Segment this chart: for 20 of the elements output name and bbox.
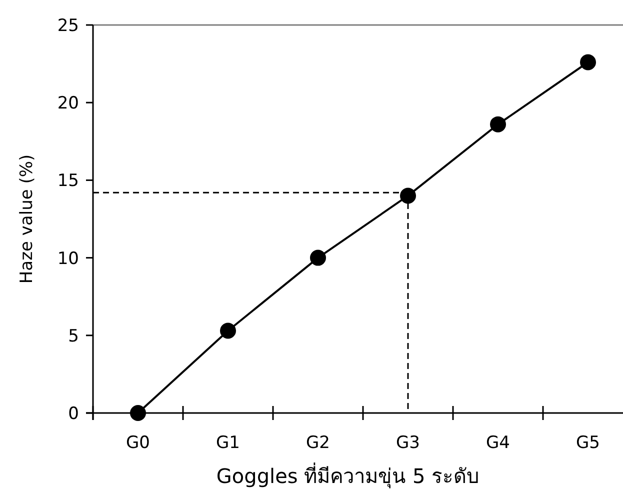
y-tick-label: 15	[57, 171, 79, 192]
y-tick-label: 10	[57, 248, 79, 269]
x-tick-label: G4	[486, 433, 510, 453]
point	[490, 116, 506, 132]
y-axis-title: Haze value (%)	[17, 154, 37, 284]
point	[580, 54, 596, 70]
x-tick-label: G2	[306, 433, 330, 453]
point	[220, 322, 236, 339]
x-tick-label: G3	[396, 433, 420, 453]
y-tick-label: 0	[68, 404, 79, 424]
x-tick-label: G5	[576, 433, 600, 453]
x-tick-label: G1	[216, 433, 240, 453]
point	[400, 188, 416, 204]
x-axis-title: Goggles ที่มีความขุ่น 5 ระดับ	[216, 462, 480, 489]
point	[310, 250, 326, 266]
x-tick-label: G0	[126, 433, 150, 453]
y-tick-label: 25	[57, 16, 79, 36]
point	[130, 405, 146, 421]
y-tick-label: 5	[68, 326, 79, 346]
y-tick-label: 20	[57, 94, 79, 114]
